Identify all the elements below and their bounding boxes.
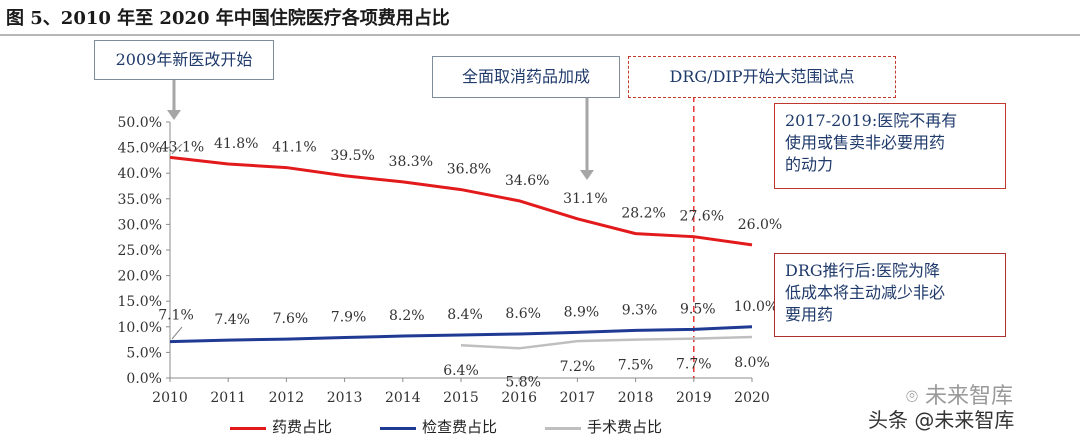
data-label-drug: 39.5% bbox=[330, 148, 374, 164]
y-tick-label: 50.0% bbox=[118, 115, 162, 131]
legend-item-exam: 检查费占比 bbox=[380, 416, 497, 437]
data-label-drug: 31.1% bbox=[563, 191, 607, 207]
data-label-exam: 9.3% bbox=[622, 302, 658, 318]
x-tick-label: 2020 bbox=[734, 390, 770, 406]
legend-swatch-drug bbox=[230, 426, 266, 430]
data-labels: 43.1% 41.8% 41.1% 39.5% 38.3% 36.8% 34.6% 31.1%… bbox=[158, 136, 782, 390]
leader-line-exam-2010 bbox=[171, 326, 183, 340]
figure-title: 图 5、2010 年至 2020 年中国住院医疗各项费用占比 bbox=[6, 8, 450, 29]
watermark-logo-text: 未来智库 bbox=[925, 384, 1014, 409]
y-tick-label: 10.0% bbox=[118, 320, 162, 336]
legend-swatch-exam bbox=[380, 426, 416, 430]
x-tick-label: 2015 bbox=[443, 390, 479, 406]
data-label-surgery: 8.0% bbox=[734, 355, 770, 371]
data-label-surgery: 7.7% bbox=[676, 357, 712, 373]
watermark-caption-text: 头条 @未来智库 bbox=[868, 408, 1015, 432]
data-label-exam: 8.6% bbox=[505, 306, 541, 322]
y-tick-label: 0.0% bbox=[126, 371, 162, 387]
x-tick-label: 2011 bbox=[210, 390, 246, 406]
annotation-drg-line-1: DRG推行后:医院为降 bbox=[785, 261, 941, 280]
arrow-drug-markup-head bbox=[580, 170, 594, 180]
x-tick-label: 2013 bbox=[327, 390, 363, 406]
data-label-drug: 43.1% bbox=[160, 139, 204, 155]
data-label-drug: 41.1% bbox=[272, 140, 316, 156]
data-label-exam: 7.6% bbox=[273, 311, 309, 327]
x-tick-label: 2018 bbox=[618, 390, 654, 406]
data-label-exam: 8.2% bbox=[389, 308, 425, 324]
annotation-drg-line-2: 低成本将主动减少非必 bbox=[785, 283, 946, 302]
data-label-surgery: 7.5% bbox=[618, 358, 654, 374]
data-label-exam: 10.0% bbox=[734, 299, 778, 315]
y-tick-label: 30.0% bbox=[118, 217, 162, 233]
y-tick-label: 40.0% bbox=[118, 166, 162, 182]
y-tick-label: 20.0% bbox=[118, 269, 162, 285]
data-label-surgery: 5.8% bbox=[505, 374, 541, 390]
chart-axes: 0.0% 5.0% 10.0% 15.0% 20.0% 25.0% 30.0% 35.0% 40… bbox=[118, 115, 770, 406]
y-tick-label: 35.0% bbox=[118, 192, 162, 208]
legend-swatch-surgery bbox=[545, 426, 581, 430]
data-label-exam: 8.4% bbox=[447, 307, 483, 323]
x-tick-label: 2017 bbox=[560, 390, 596, 406]
data-label-surgery: 6.4% bbox=[443, 363, 479, 379]
legend-item-surgery: 手术费占比 bbox=[545, 416, 662, 437]
data-label-drug: 27.6% bbox=[680, 209, 724, 225]
arrow-2009-head bbox=[167, 110, 181, 120]
leader-line-drug-2010 bbox=[171, 143, 183, 155]
annotation-drug-markup-text: 全面取消药品加成 bbox=[461, 67, 590, 86]
data-label-drug: 34.6% bbox=[505, 173, 549, 189]
data-label-drug: 38.3% bbox=[389, 154, 433, 170]
y-tick-label: 45.0% bbox=[118, 141, 162, 157]
series-lines bbox=[169, 155, 753, 350]
data-label-exam: 7.1% bbox=[158, 308, 194, 324]
watermark-logo-icon: ⌾ bbox=[906, 384, 918, 408]
legend-label-drug: 药费占比 bbox=[272, 418, 333, 436]
y-tick-label: 25.0% bbox=[118, 243, 162, 259]
data-label-drug: 28.2% bbox=[621, 206, 665, 222]
data-label-drug: 26.0% bbox=[738, 217, 782, 233]
annotation-2009-reform-text: 2009年新医改开始 bbox=[115, 50, 253, 69]
data-label-drug: 36.8% bbox=[447, 162, 491, 178]
legend-label-surgery: 手术费占比 bbox=[587, 418, 663, 436]
annotation-2009-reform: 2009年新医改开始 bbox=[94, 40, 274, 80]
title-divider bbox=[0, 34, 1080, 36]
annotation-2017-2019: 2017-2019:医院不再有 使用或售卖非必要用药 的动力 bbox=[774, 103, 1006, 189]
annotation-drug-markup: 全面取消药品加成 bbox=[432, 56, 620, 98]
watermark-caption: 头条 @未来智库 bbox=[868, 404, 1014, 433]
data-label-drug: 41.8% bbox=[214, 136, 258, 152]
series-line-drug bbox=[169, 155, 753, 247]
x-tick-label: 2012 bbox=[269, 390, 305, 406]
series-line-exam bbox=[169, 325, 753, 344]
annotation-drg-pilot-text: DRG/DIP开始大范围试点 bbox=[669, 67, 855, 86]
data-label-surgery: 7.2% bbox=[560, 359, 596, 375]
y-tick-label: 5.0% bbox=[126, 345, 162, 361]
annotation-drg-line-3: 要用药 bbox=[785, 305, 834, 324]
legend-item-drug: 药费占比 bbox=[230, 416, 332, 437]
data-label-exam: 8.9% bbox=[564, 304, 600, 320]
x-tick-label: 2014 bbox=[385, 390, 421, 406]
y-tick-label: 15.0% bbox=[118, 294, 162, 310]
annotation-2017-line-3: 的动力 bbox=[785, 155, 834, 174]
x-tick-label: 2010 bbox=[152, 390, 188, 406]
annotation-2017-line-2: 使用或售卖非必要用药 bbox=[785, 133, 946, 152]
annotation-drg-pilot: DRG/DIP开始大范围试点 bbox=[628, 56, 896, 98]
series-line-surgery bbox=[460, 335, 753, 350]
annotation-drg-effect: DRG推行后:医院为降 低成本将主动减少非必 要用药 bbox=[774, 253, 1006, 337]
data-label-exam: 7.9% bbox=[331, 310, 367, 326]
x-tick-label: 2016 bbox=[501, 390, 537, 406]
watermark-logo: ⌾ 未来智库 bbox=[906, 378, 1013, 410]
annotation-arrows bbox=[167, 80, 594, 180]
data-label-exam: 7.4% bbox=[214, 312, 250, 328]
data-label-exam: 9.5% bbox=[680, 301, 716, 317]
x-tick-label: 2019 bbox=[676, 390, 712, 406]
annotation-2017-line-1: 2017-2019:医院不再有 bbox=[785, 111, 958, 130]
legend-label-exam: 检查费占比 bbox=[422, 418, 498, 436]
